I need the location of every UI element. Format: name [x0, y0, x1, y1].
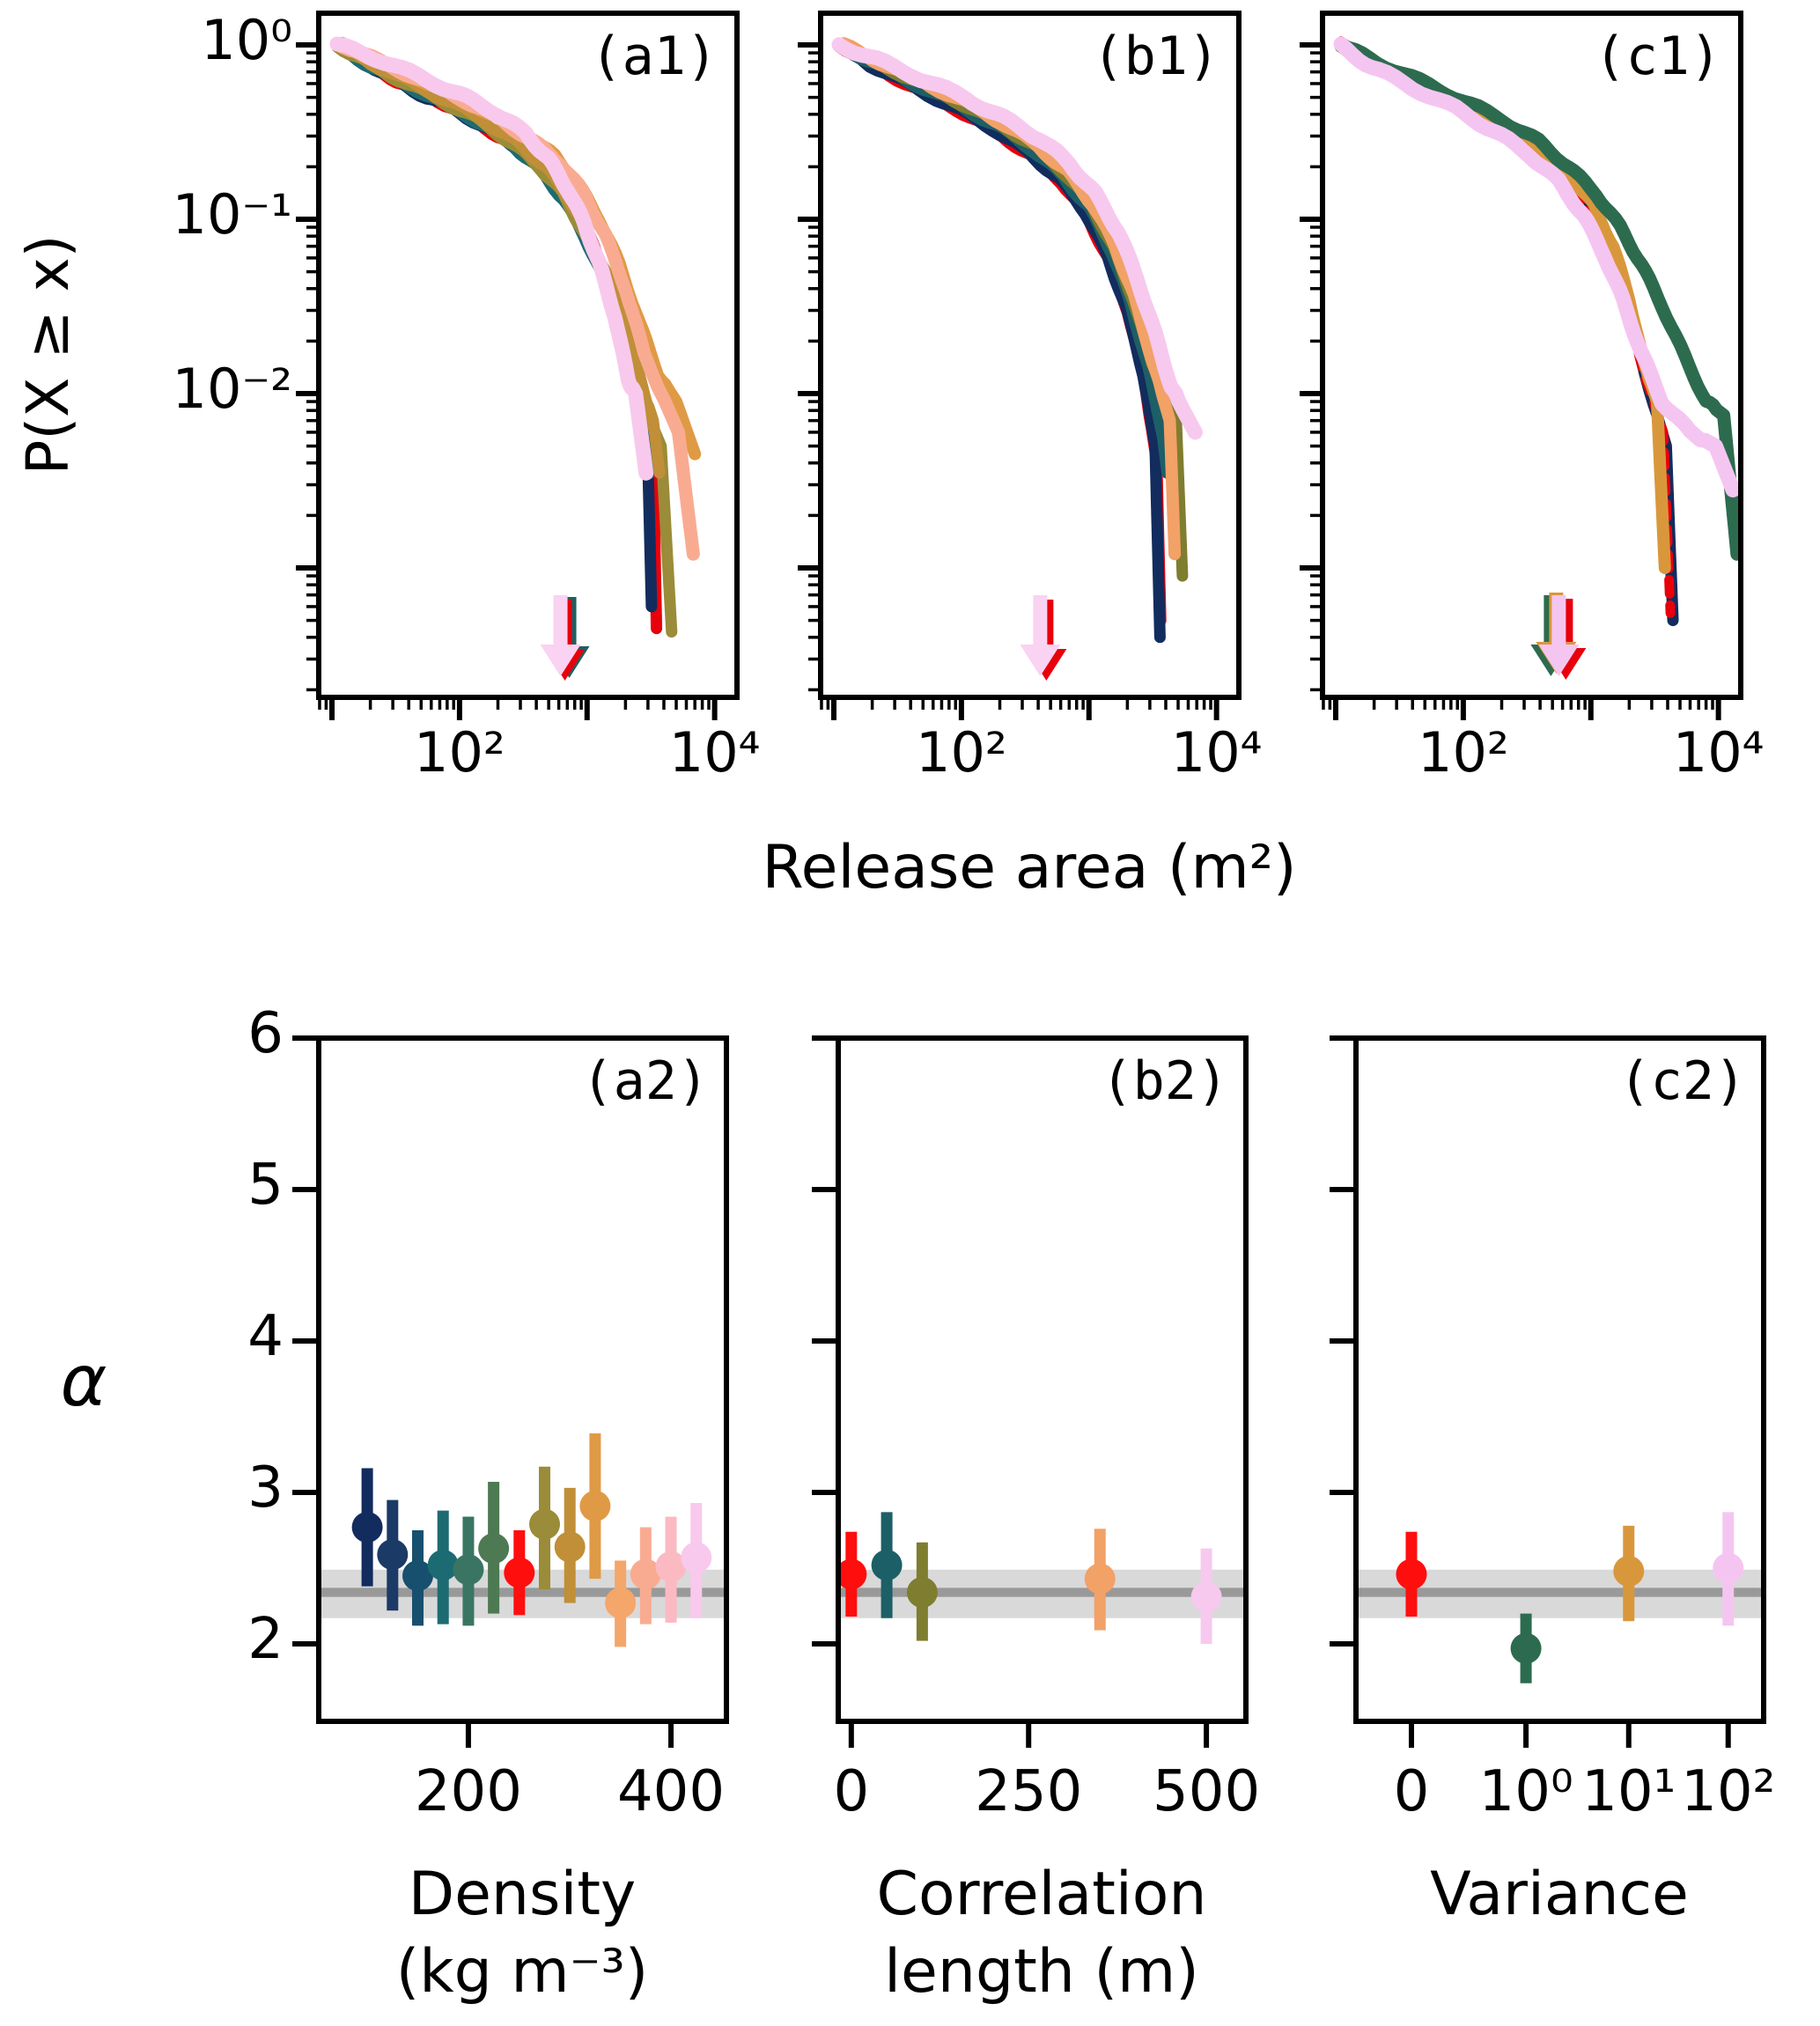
alpha-point	[1084, 1563, 1116, 1595]
reference-alpha-line	[838, 1588, 1246, 1597]
alpha-point	[655, 1551, 687, 1582]
alpha-point	[427, 1550, 459, 1581]
x-tick-label-b2: 250	[975, 1759, 1083, 1824]
panel-tag-a2: (a2)	[581, 1050, 710, 1112]
alpha-point	[377, 1539, 409, 1571]
alpha-point	[579, 1490, 611, 1521]
y-tick-label-a2: 5	[247, 1153, 284, 1218]
ccdf-curves-group	[329, 36, 702, 638]
x-tick-label-a1: 10⁴	[668, 720, 761, 785]
alpha-point	[605, 1588, 637, 1619]
b2-x-axis-label-line2: length (m)	[884, 1937, 1199, 2008]
panel-tag-a1: (a1)	[590, 26, 718, 87]
top-y-axis-label: P(X ≥ x)	[14, 234, 82, 475]
x-tick-label-b1: 10²	[916, 720, 1007, 785]
panel-a1-plot	[296, 11, 740, 720]
b2-x-axis-label-line1: Correlation	[876, 1860, 1207, 1929]
a2-x-axis-label-line2: (kg m⁻³)	[395, 1937, 649, 2008]
alpha-point	[351, 1512, 383, 1543]
panel-tag-c2: (c2)	[1618, 1050, 1747, 1112]
alpha-point	[1713, 1552, 1744, 1584]
ccdf-curve-corr-0	[833, 39, 1166, 644]
x-tick-label-c2: 10¹	[1581, 1759, 1676, 1824]
y-tick-label-a2: 4	[247, 1304, 284, 1369]
alpha-point	[529, 1508, 561, 1540]
reference-alpha-line	[1356, 1588, 1764, 1597]
y-tick-label-a1: 10⁰	[201, 8, 292, 72]
x-tick-label-a1: 10²	[414, 720, 505, 785]
ccdf-curves-group	[831, 37, 1203, 644]
x-tick-label-a2: 400	[616, 1759, 726, 1824]
alpha-point	[504, 1557, 535, 1588]
x-tick-label-b2: 500	[1153, 1759, 1261, 1824]
alpha-point	[1613, 1555, 1645, 1587]
x-tick-label-a2: 200	[414, 1759, 522, 1824]
c2-x-axis-label: Variance	[1430, 1860, 1689, 1929]
panel-tag-c1: (c1)	[1594, 26, 1722, 87]
alpha-point	[478, 1533, 510, 1565]
alpha-point	[554, 1531, 586, 1563]
ccdf-curve-density-425	[329, 36, 654, 481]
x-tick-label-c2: 10⁰	[1478, 1759, 1573, 1824]
x-tick-label-b1: 10⁴	[1170, 720, 1263, 785]
b2-x-axis-label: Correlation length (m)	[689, 1856, 1394, 2012]
panel-c1-plot	[1300, 11, 1743, 720]
panel-b1-plot	[798, 11, 1242, 720]
y-tick-label-a2: 3	[247, 1455, 284, 1521]
y-tick-label-a1: 10⁻²	[172, 357, 292, 421]
a2-x-axis-label: Density (kg m⁻³)	[170, 1856, 874, 2012]
y-tick-label-a2: 6	[247, 1001, 284, 1066]
truncation-arrow-icon	[1538, 595, 1580, 676]
ccdf-curves-group	[1333, 36, 1741, 627]
x-tick-label-c2: 0	[1393, 1759, 1430, 1824]
ccdf-curve-corr-500	[831, 37, 1203, 440]
alpha-point	[1510, 1632, 1542, 1664]
y-tick-label-a1: 10⁻¹	[172, 182, 292, 247]
x-tick-label-c1: 10²	[1418, 720, 1509, 785]
alpha-point	[402, 1560, 434, 1592]
x-tick-label-b2: 0	[833, 1759, 870, 1824]
top-x-axis-label: Release area (m²)	[762, 833, 1297, 902]
panel-tag-b2: (b2)	[1101, 1050, 1229, 1112]
panel-a2-plot	[292, 1035, 729, 1748]
alpha-point	[453, 1554, 484, 1586]
panel-tag-b1: (b1)	[1092, 26, 1220, 87]
alpha-point	[836, 1558, 867, 1590]
bottom-y-axis-label: α	[60, 1340, 107, 1422]
alpha-point	[906, 1577, 938, 1609]
alpha-point	[871, 1550, 903, 1581]
panel-b2-plot	[812, 1035, 1249, 1748]
alpha-point	[681, 1542, 712, 1573]
truncation-arrow-icon	[1020, 595, 1061, 676]
alpha-point	[1396, 1558, 1427, 1590]
panel-c2-plot	[1330, 1035, 1766, 1748]
truncation-arrow-icon	[540, 595, 581, 676]
y-tick-label-a2: 2	[247, 1607, 284, 1672]
x-tick-label-c2: 10²	[1681, 1759, 1776, 1824]
alpha-point	[630, 1558, 661, 1590]
ccdf-curve-var-1	[1334, 39, 1741, 561]
x-tick-label-c1: 10⁴	[1672, 720, 1765, 785]
alpha-point	[1190, 1581, 1222, 1613]
a2-x-axis-label-line1: Density	[408, 1860, 637, 1929]
ccdf-curve-var-100	[1333, 36, 1741, 497]
